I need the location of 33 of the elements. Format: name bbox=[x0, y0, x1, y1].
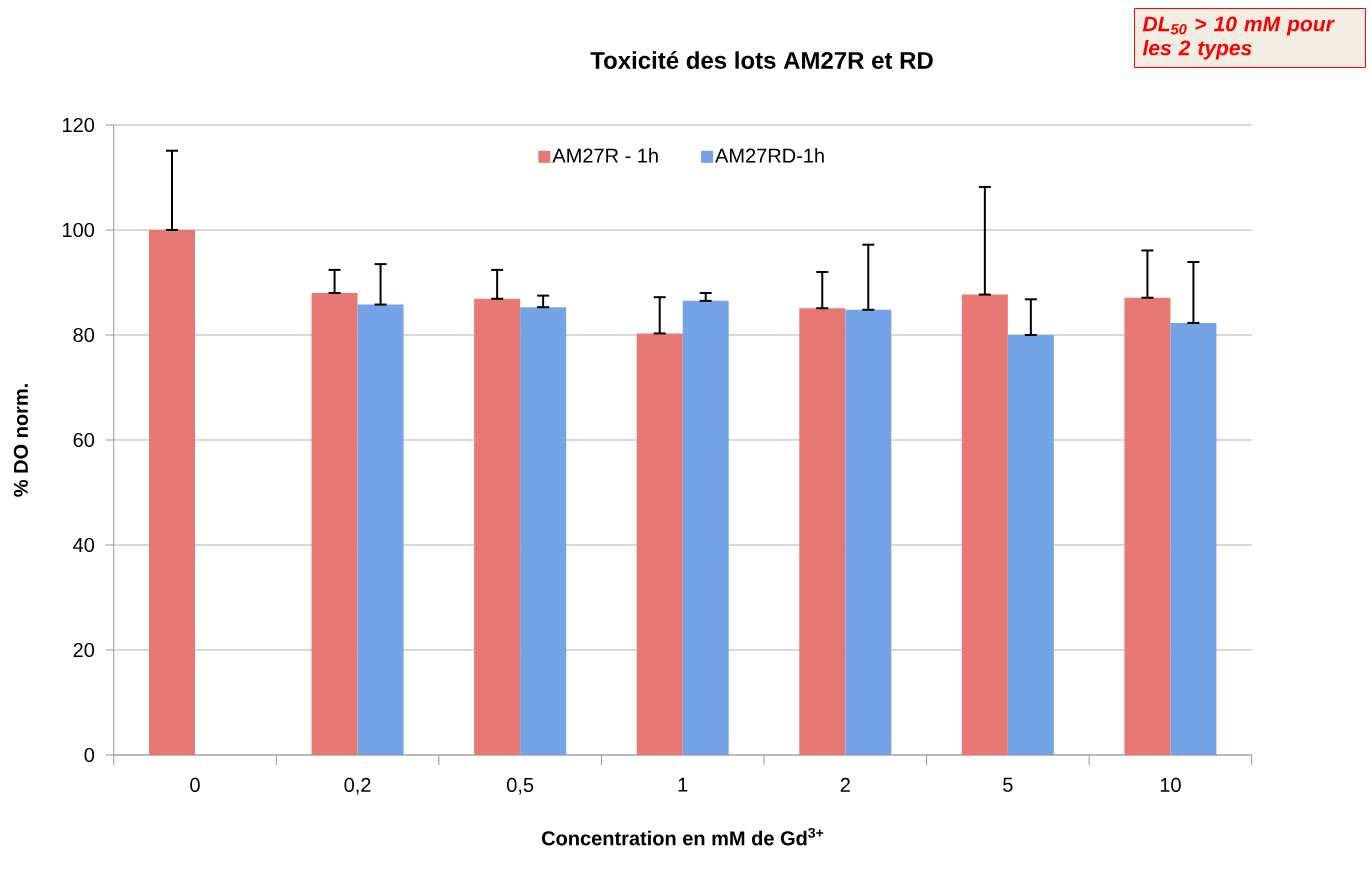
bar bbox=[1170, 322, 1217, 755]
x-tick-label: 5 bbox=[1003, 777, 1013, 792]
x-tick-label: 10 bbox=[1160, 777, 1181, 793]
legend-label: AM27RD-1h bbox=[715, 148, 824, 163]
bar bbox=[682, 300, 729, 755]
bar bbox=[311, 292, 358, 755]
text: DL$_{50}$ > 10 mM pour les 2 types bbox=[1142, 16, 1335, 60]
bar bbox=[1124, 297, 1171, 755]
y-tick-label: 60 bbox=[73, 432, 95, 448]
y-tick-label: 20 bbox=[73, 642, 95, 658]
bar bbox=[636, 333, 683, 755]
bar bbox=[357, 304, 404, 755]
bar bbox=[149, 229, 195, 755]
y-tick-label: 80 bbox=[73, 327, 95, 343]
x-tick-label: 0 bbox=[190, 777, 200, 793]
y-tick-label: 0 bbox=[84, 747, 95, 763]
bar bbox=[961, 294, 1008, 755]
x-tick-label: 0,5 bbox=[507, 777, 534, 795]
y-tick-label: 40 bbox=[73, 537, 95, 553]
chart-title: Toxicité des lots AM27R et RD bbox=[590, 51, 933, 69]
y-tick-label: 120 bbox=[63, 117, 95, 133]
bar bbox=[520, 307, 567, 755]
y-axis-title: % DO norm. bbox=[13, 384, 28, 497]
bar bbox=[799, 308, 846, 755]
bar bbox=[845, 309, 892, 755]
y-tick-label: 100 bbox=[63, 222, 95, 238]
x-tick-label: 1 bbox=[678, 777, 688, 792]
bar bbox=[1007, 334, 1054, 755]
x-tick-label: 0,2 bbox=[344, 777, 371, 795]
x-tick-label: 2 bbox=[840, 777, 850, 792]
legend-label: AM27R - 1h bbox=[552, 148, 658, 163]
x-axis-title: Concentration en mM de Gd$^{3+}$ bbox=[541, 827, 824, 846]
bar bbox=[474, 298, 521, 755]
